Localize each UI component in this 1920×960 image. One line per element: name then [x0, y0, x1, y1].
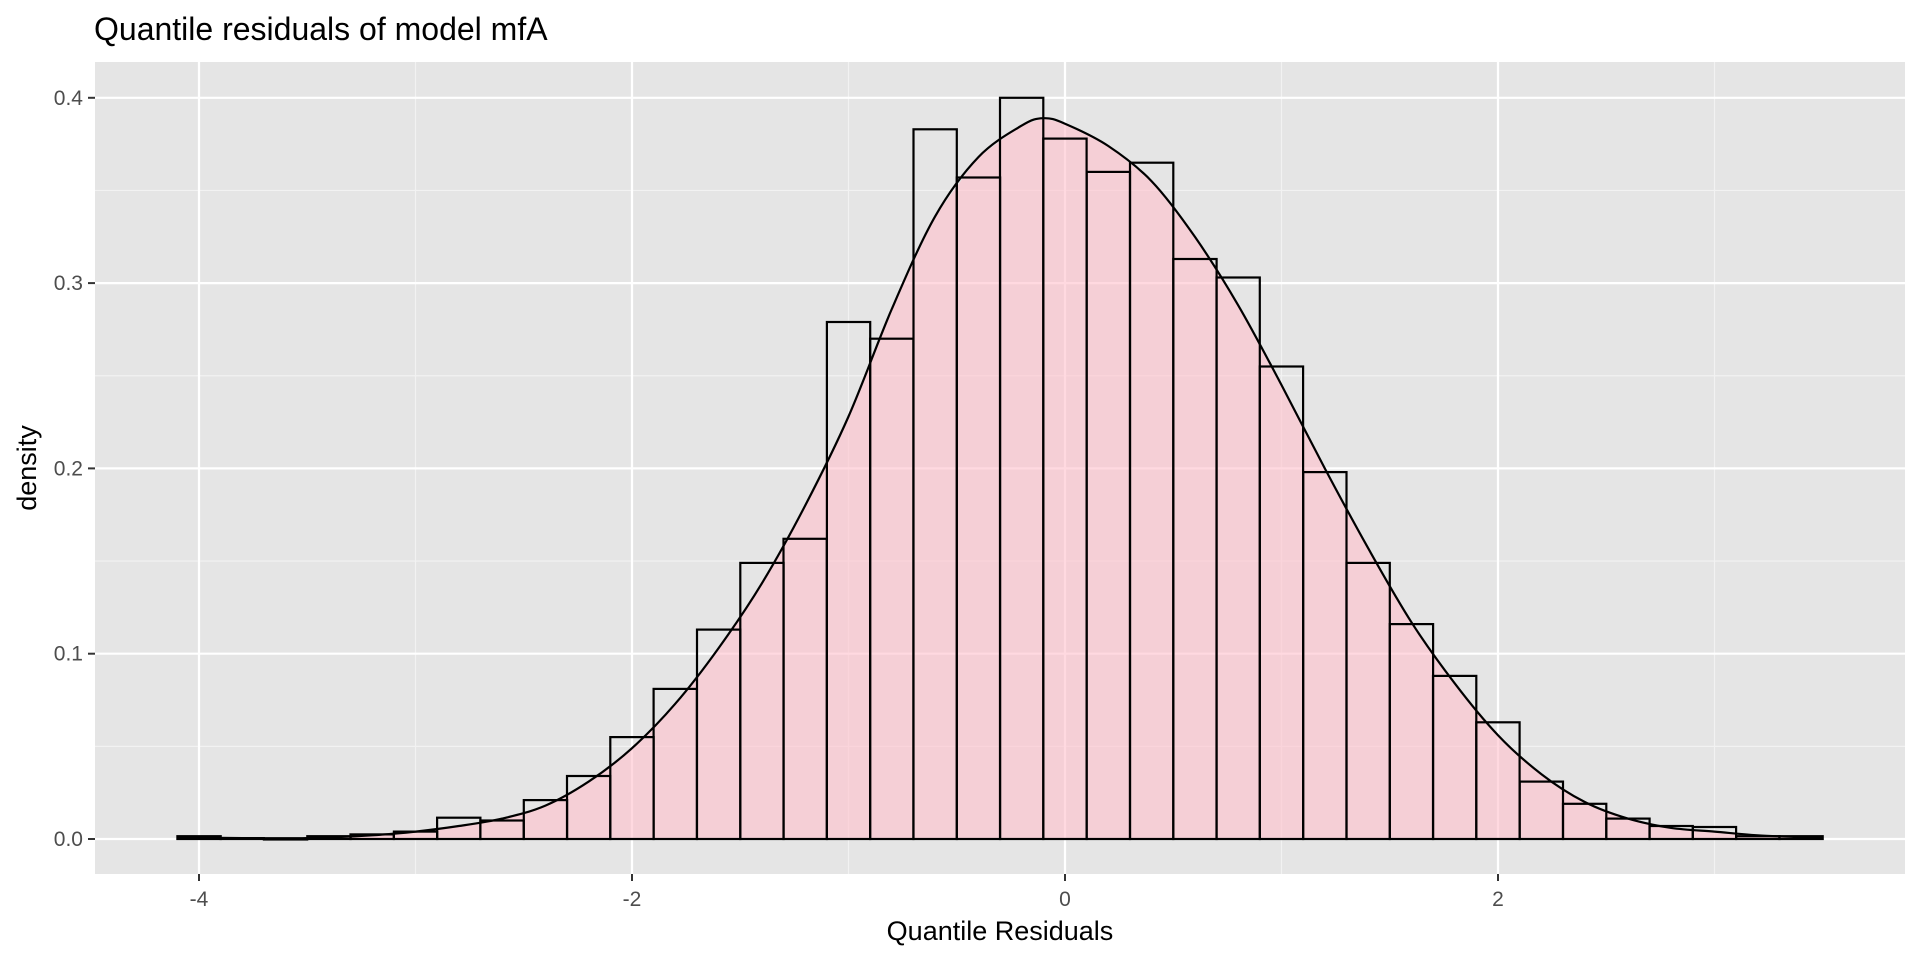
y-axis-label: density [12, 425, 42, 511]
x-tick-label: -4 [190, 888, 209, 911]
y-tick-label: 0.2 [54, 457, 83, 480]
y-tick-label: 0.3 [54, 272, 83, 295]
x-tick-label: 0 [1059, 888, 1071, 911]
y-axis-ticks: 0.0 0.1 0.2 0.3 0.4 [54, 87, 95, 851]
x-tick-label: -2 [623, 888, 642, 911]
x-axis-ticks: -4 -2 0 2 [190, 874, 1504, 911]
y-tick-label: 0.1 [54, 643, 83, 666]
chart-title: Quantile residuals of model mfA [94, 11, 548, 47]
y-tick-label: 0.4 [54, 87, 84, 110]
x-tick-label: 2 [1492, 888, 1504, 911]
y-tick-label: 0.0 [54, 828, 83, 851]
density-curve [177, 117, 1823, 840]
density-curve-layer [177, 117, 1823, 840]
x-axis-label: Quantile Residuals [887, 916, 1114, 946]
